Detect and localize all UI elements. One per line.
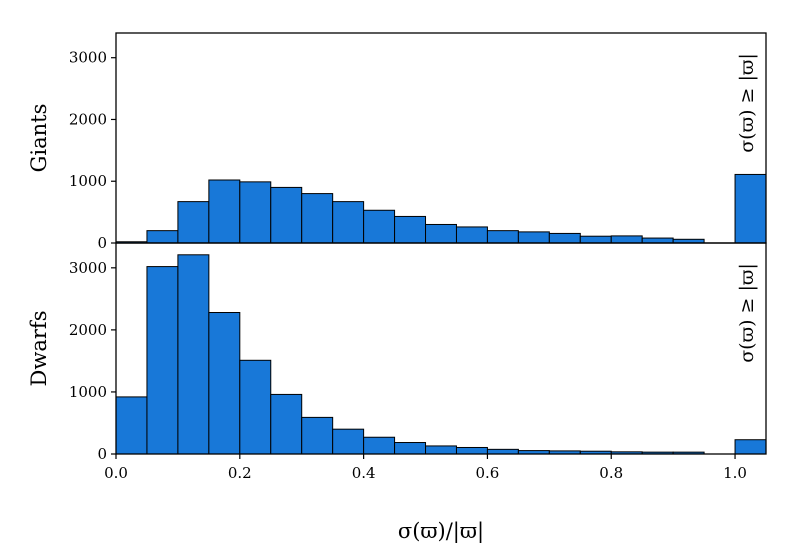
giants-panel: 0 1000 2000 3000 Giants σ(ϖ) ≥ |ϖ|	[27, 32, 767, 252]
histogram-bar	[239, 181, 272, 244]
histogram-bar	[177, 254, 210, 455]
x-axis-label: σ(ϖ)/|ϖ|	[398, 519, 484, 544]
histogram-bar	[363, 436, 396, 455]
histogram-bar	[332, 201, 365, 244]
histogram-bar	[239, 359, 272, 455]
axes-frame	[115, 242, 767, 455]
y-tick-label: 2000	[69, 321, 107, 339]
x-tick-label: 0.8	[599, 464, 623, 482]
y-tick-label: 1000	[69, 172, 107, 190]
histogram-bar	[425, 445, 457, 455]
histogram-bar	[455, 226, 488, 244]
dwarfs-panel: 0 1000 2000 3000 Dwarfs σ(ϖ) ≥ |ϖ| 0.0 0.2 0.4 0.…	[27, 242, 767, 482]
histogram-bar	[641, 237, 674, 244]
histogram-bar	[115, 396, 148, 455]
histogram-bar	[734, 173, 767, 244]
histogram-bar	[610, 235, 643, 244]
histogram-bar	[486, 230, 519, 244]
histogram-bar	[517, 231, 550, 244]
y-tick-label: 2000	[69, 110, 107, 128]
overflow-bin-annotation: σ(ϖ) ≥ |ϖ|	[736, 53, 758, 153]
histogram-bar	[177, 201, 210, 244]
histogram-bar	[146, 230, 179, 244]
histogram-bar	[332, 428, 365, 455]
histogram-bar	[579, 235, 612, 244]
y-tick-label: 3000	[69, 49, 107, 67]
histogram-bar	[146, 266, 179, 455]
y-tick-label: 0	[97, 234, 107, 252]
x-tick-label: 0.2	[228, 464, 252, 482]
histogram-bar	[301, 193, 334, 244]
histogram-bar	[394, 442, 427, 455]
y-axis-label: Dwarfs	[27, 311, 51, 387]
x-tick-label: 1.0	[723, 464, 747, 482]
histogram-bar	[425, 223, 457, 244]
x-tick-label: 0.4	[352, 464, 376, 482]
histogram-bar	[486, 448, 519, 455]
y-axis-label: Giants	[27, 104, 51, 173]
histogram-bar	[548, 232, 581, 244]
x-tick-label: 0.0	[104, 464, 128, 482]
histogram-bar	[208, 179, 241, 244]
histogram-bar	[208, 312, 241, 455]
y-tick-label: 3000	[69, 259, 107, 277]
histogram-bar	[734, 439, 767, 455]
histogram-bar	[394, 215, 427, 244]
overflow-bin-annotation: σ(ϖ) ≥ |ϖ|	[736, 263, 758, 363]
y-tick-label: 0	[97, 445, 107, 463]
x-tick-label: 0.6	[475, 464, 499, 482]
histogram-bar	[270, 186, 303, 244]
histogram-bar	[301, 416, 334, 455]
y-tick-label: 1000	[69, 383, 107, 401]
histogram-bar	[363, 209, 396, 244]
histogram-bar	[270, 393, 303, 455]
histogram-bar	[455, 446, 488, 455]
